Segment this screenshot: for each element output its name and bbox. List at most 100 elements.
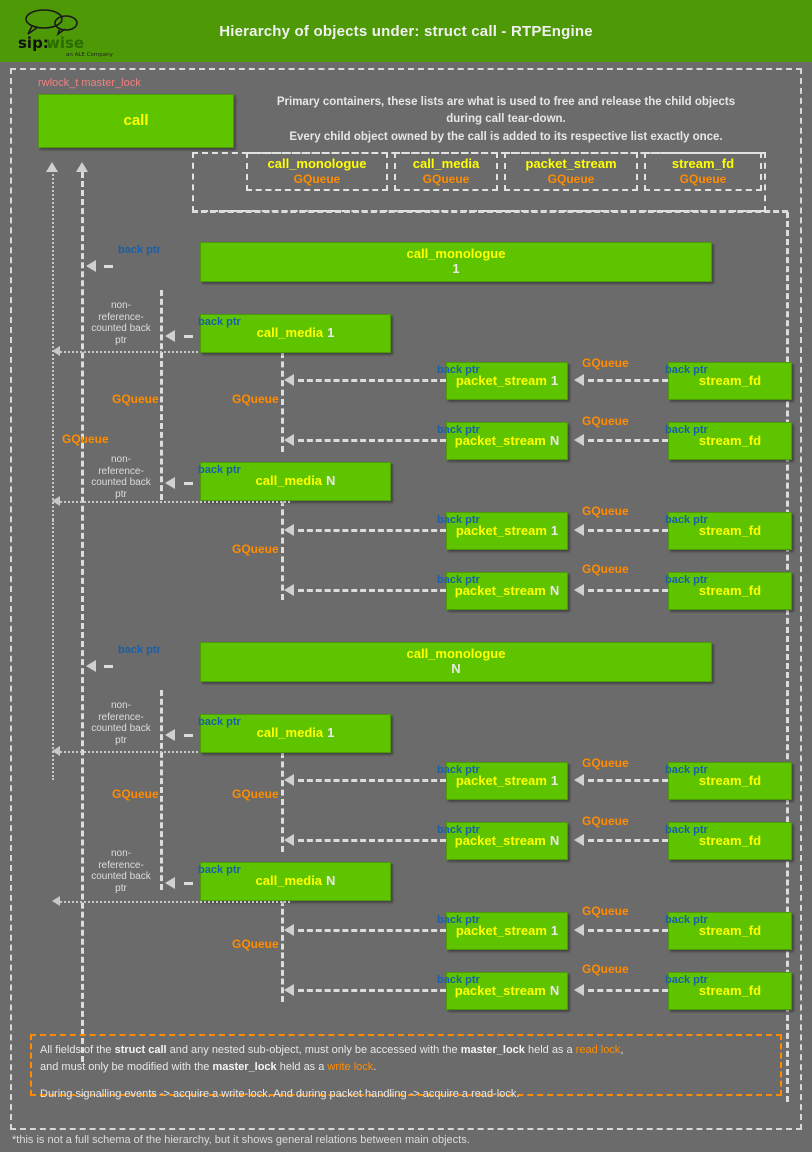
packet-stream-8-box: packet_stream N (446, 972, 568, 1010)
back-ptr-label-monologue-2: back ptr (118, 644, 161, 656)
note-1c: and any nested sub-object, must only be … (166, 1044, 461, 1056)
back-ptr-label-media-1: back ptr (198, 316, 241, 328)
nrc-dotted-1 (60, 351, 290, 353)
note-1d: master_lock (460, 1044, 525, 1056)
note-1g: , (620, 1044, 624, 1056)
primary-container-stream-fd: stream_fd GQueue (644, 152, 762, 191)
gqueue-label-ps-2: GQueue (582, 414, 629, 428)
media-title: call_media (255, 473, 323, 489)
packet-stream-6-box: packet_stream N (446, 822, 568, 860)
note-2e: . (373, 1061, 377, 1074)
container-type: GQueue (547, 172, 595, 187)
monologue1-media-spine (160, 290, 163, 500)
packet-stream-7-box: packet_stream 1 (446, 912, 568, 950)
stream-fd-3-box: stream_fd (668, 512, 792, 550)
call-queue-spine (81, 172, 84, 1062)
primary-container-packet-stream: packet_stream GQueue (504, 152, 638, 191)
gqueue-label-ps-3: GQueue (582, 504, 629, 518)
sfd-4-link (588, 589, 668, 592)
call-media-3-box: call_media 1 (200, 714, 391, 753)
ps-4-arrow-icon (284, 584, 294, 596)
back-ptr-label-sfd-5: back ptr (665, 764, 708, 776)
nrc-arrow-3-icon (52, 746, 60, 756)
sfd-1-link (588, 379, 668, 382)
gqueue-label-media-4: GQueue (232, 937, 279, 951)
gqueue-label-media-3: GQueue (232, 787, 279, 801)
stream-fd-2-box: stream_fd (668, 422, 792, 460)
back-ptr-label-media-2: back ptr (198, 464, 241, 476)
note-1e: held as a (524, 1044, 576, 1056)
nrc-label-3: non-reference-counted back ptr (91, 700, 151, 746)
nrc-dotted-3 (60, 751, 290, 753)
ps-7-arrow-icon (284, 924, 294, 936)
stream-fd-title: stream_fd (698, 522, 762, 538)
packet-stream-5-box: packet_stream 1 (446, 762, 568, 800)
primary-container-call-media: call_media GQueue (394, 152, 498, 191)
sfd-3-arrow-icon (574, 524, 584, 536)
back-ptr-label-ps-1: back ptr (437, 364, 480, 376)
nrc-spine-arrow-icon (46, 162, 58, 172)
nrc-spine-upper (52, 170, 54, 520)
page-title: Hierarchy of objects under: struct call … (219, 22, 593, 40)
gqueue-label-monologue-2: GQueue (112, 787, 159, 801)
back-ptr-label-sfd-7: back ptr (665, 914, 708, 926)
sfd-7-link (588, 929, 668, 932)
ps-6-link (298, 839, 446, 842)
container-type: GQueue (422, 172, 470, 187)
media-index: N (326, 473, 336, 489)
gqueue-label-monologue-1: GQueue (112, 392, 159, 406)
packet-stream-title: packet_stream (455, 772, 547, 788)
packet-stream-1-box: packet_stream 1 (446, 362, 568, 400)
back-ptr-stub-monologue-1 (104, 265, 113, 268)
nrc-label-2: non-reference-counted back ptr (91, 454, 151, 500)
ps-4-link (298, 589, 446, 592)
app-header: sip: wise an ALE Company Hierarchy of ob… (0, 0, 812, 62)
primary-frame-link (192, 210, 788, 213)
rwlock-label: rwlock_t master_lock (38, 77, 141, 89)
back-ptr-label-ps-4: back ptr (437, 574, 480, 586)
call-media-2-box: call_media N (200, 462, 391, 501)
back-ptr-label-ps-2: back ptr (437, 424, 480, 436)
back-ptr-arrow-media-3-icon (165, 729, 175, 741)
mediaN-stream-spine-b (281, 900, 284, 1002)
media-title: call_media (256, 725, 324, 741)
back-ptr-label-sfd-6: back ptr (665, 824, 708, 836)
nrc-arrow-1-icon (52, 346, 60, 356)
back-ptr-stub-media-4 (184, 882, 193, 885)
sfd-1-arrow-icon (574, 374, 584, 386)
container-name: stream_fd (671, 155, 735, 171)
back-ptr-arrow-media-4-icon (165, 877, 175, 889)
packet-stream-index: 1 (550, 522, 559, 538)
primary-container-call-monologue: call_monologue GQueue (246, 152, 388, 191)
call-box: call (38, 94, 234, 148)
stream-fd-title: stream_fd (698, 432, 762, 448)
container-name: call_monologue (267, 155, 367, 171)
nrc-label-1: non-reference-counted back ptr (91, 300, 151, 346)
stream-fd-title: stream_fd (698, 832, 762, 848)
note-write-lock: write lock (327, 1061, 374, 1074)
stream-fd-title: stream_fd (698, 772, 762, 788)
stream-fd-6-box: stream_fd (668, 822, 792, 860)
packet-stream-index: N (549, 982, 560, 998)
diagram-frame (10, 68, 802, 1130)
gqueue-label-ps-7: GQueue (582, 904, 629, 918)
ps-8-link (298, 989, 446, 992)
note-2c: held as a (276, 1061, 328, 1074)
back-ptr-label-ps-5: back ptr (437, 764, 480, 776)
packet-stream-3-box: packet_stream 1 (446, 512, 568, 550)
ps-5-link (298, 779, 446, 782)
sfd-8-arrow-icon (574, 984, 584, 996)
back-ptr-label-sfd-4: back ptr (665, 574, 708, 586)
packet-stream-4-box: packet_stream N (446, 572, 568, 610)
sfd-8-link (588, 989, 668, 992)
stream-fd-5-box: stream_fd (668, 762, 792, 800)
back-ptr-arrow-monologue-2-icon (86, 660, 96, 672)
note-2b: master_lock (212, 1061, 277, 1074)
container-name: call_media (412, 155, 480, 171)
note-line-2: and must only be modified with the maste… (40, 1059, 772, 1076)
sfd-5-arrow-icon (574, 774, 584, 786)
gqueue-label-ps-8: GQueue (582, 962, 629, 976)
back-ptr-stub-media-3 (184, 734, 193, 737)
footnote: *this is not a full schema of the hierar… (12, 1134, 470, 1146)
packet-stream-index: 1 (550, 922, 559, 938)
